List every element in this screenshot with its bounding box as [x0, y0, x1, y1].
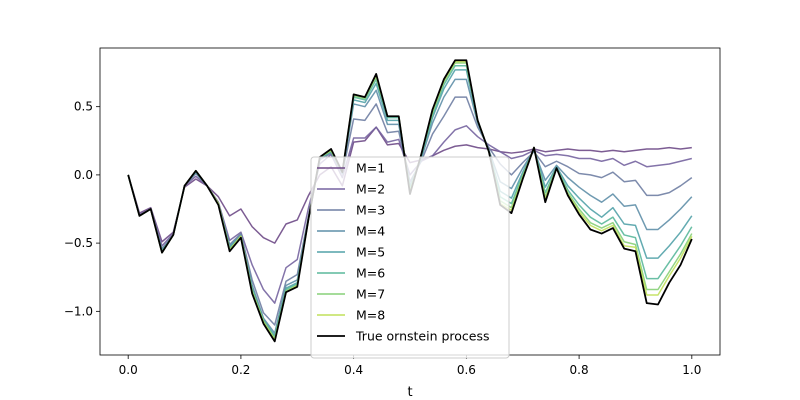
x-tick-label: 1.0	[682, 363, 701, 377]
x-tick-label: 0.4	[344, 363, 363, 377]
legend-label: M=2	[356, 182, 385, 197]
legend-label: M=8	[356, 308, 385, 323]
x-axis-ticks: 0.0 0.2 0.4 0.6 0.8 1.0	[119, 355, 701, 377]
y-tick-label: −1.0	[64, 304, 93, 318]
x-tick-label: 0.0	[119, 363, 138, 377]
legend-label: M=6	[356, 266, 385, 281]
y-axis-ticks: 0.5 0.0 −0.5 −1.0	[64, 100, 100, 318]
legend-label: M=1	[356, 161, 385, 176]
legend-label: M=7	[356, 287, 385, 302]
legend-label: M=5	[356, 245, 385, 260]
x-tick-label: 0.6	[457, 363, 476, 377]
legend-label: M=3	[356, 203, 385, 218]
x-axis-label: t	[407, 385, 412, 400]
x-tick-label: 0.8	[570, 363, 589, 377]
y-tick-label: 0.0	[74, 168, 93, 182]
x-tick-label: 0.2	[231, 363, 250, 377]
legend-label: M=4	[356, 224, 385, 239]
y-tick-label: −0.5	[64, 236, 93, 250]
legend: M=1 M=2 M=3 M=4 M=5 M=6 M=7 M=8 True ornstein pr…	[310, 156, 510, 359]
y-tick-label: 0.5	[74, 100, 93, 114]
legend-label: True ornstein process	[355, 329, 490, 344]
legend-box	[310, 156, 510, 359]
